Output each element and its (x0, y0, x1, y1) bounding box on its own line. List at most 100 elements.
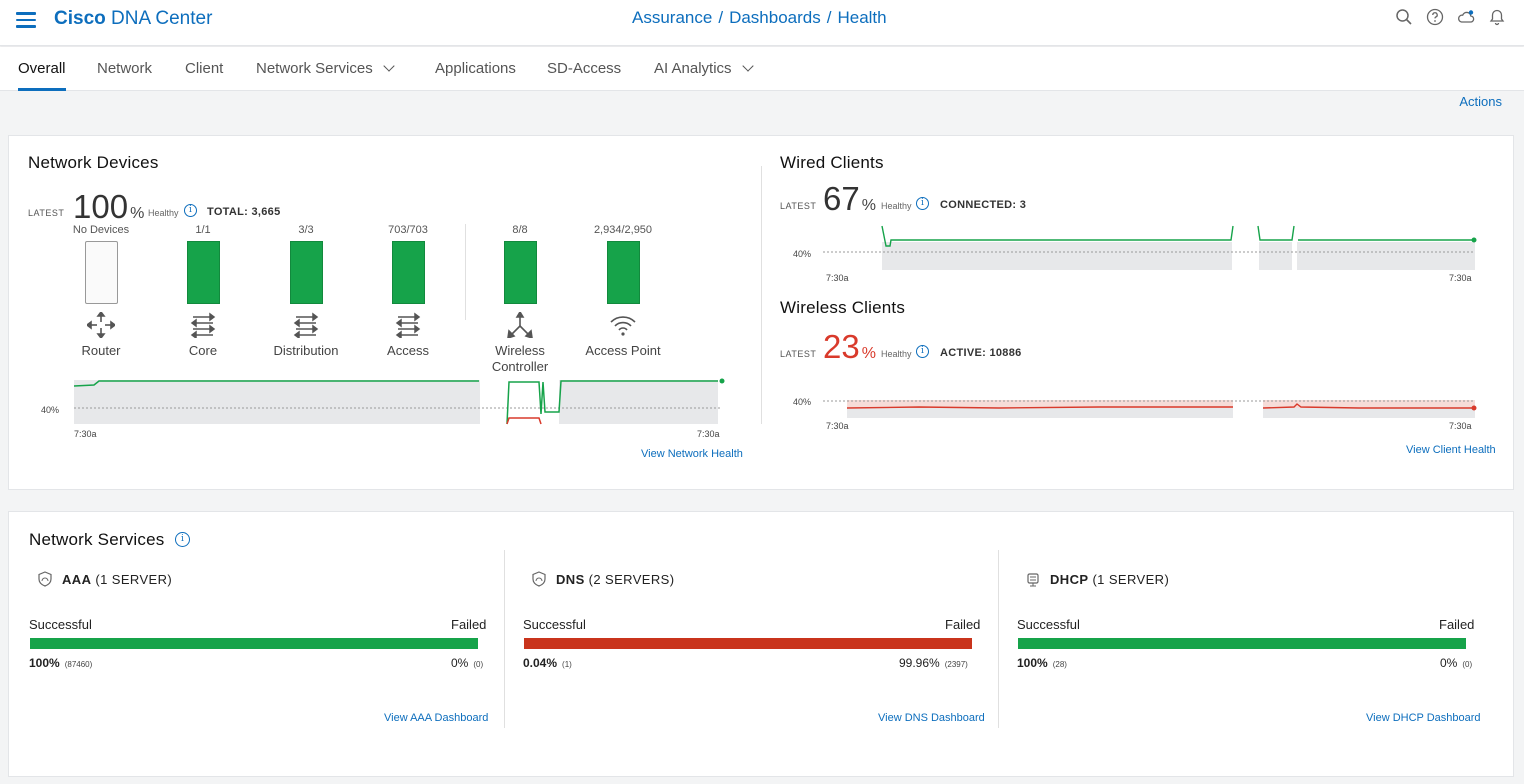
time-end-label: 7:30a (697, 429, 720, 439)
health-line (506, 380, 718, 425)
latest-label: LATEST (28, 208, 65, 218)
breadcrumb-assurance[interactable]: Assurance (632, 8, 713, 27)
app-brand[interactable]: Cisco DNA Center (54, 8, 213, 29)
trend-area (74, 380, 480, 424)
dns-service-title: DNS (2 SERVERS) (556, 572, 675, 587)
access-point-icon (610, 316, 636, 336)
latest-label: LATEST (780, 349, 817, 359)
dhcp-server-icon (1027, 573, 1039, 587)
latest-point (719, 378, 725, 384)
trend-area (882, 242, 1232, 270)
chevron-down-icon (741, 60, 754, 72)
healthy-label: Healthy (148, 208, 179, 218)
threshold-label: 40% (41, 405, 60, 415)
device-health-bar (289, 241, 323, 304)
device-distribution[interactable]: 3/3 Distribution (273, 224, 339, 358)
breadcrumb-dashboards[interactable]: Dashboards (729, 8, 821, 27)
core-switch-icon (190, 312, 216, 340)
tab-network[interactable]: Network (97, 60, 153, 77)
info-icon[interactable]: i (916, 197, 929, 210)
critical-line (506, 417, 542, 425)
tab-sd-access[interactable]: SD-Access (547, 60, 622, 77)
latest-point (1471, 405, 1477, 411)
device-router[interactable]: No Devices Router (72, 224, 130, 358)
wired-health-percent: 67% (823, 180, 876, 217)
tab-network-services[interactable]: Network Services (256, 60, 395, 91)
network-devices-total: TOTAL: 3,665 (207, 206, 281, 218)
shield-icon (38, 571, 52, 587)
network-health-percent: 100% (73, 188, 145, 225)
breadcrumb-health: Health (837, 8, 887, 27)
device-wireless-controller[interactable]: 8/8 Wireless Controller (491, 224, 549, 374)
dhcp-service-title: DHCP (1 SERVER) (1050, 572, 1170, 587)
successful-label: Successful (523, 617, 586, 632)
shield-icon (532, 571, 546, 587)
view-client-health-link[interactable]: View Client Health (1406, 444, 1496, 456)
device-health-bar (606, 241, 640, 304)
divider (761, 166, 762, 424)
failed-label: Failed (451, 617, 487, 632)
successful-label: Successful (29, 617, 92, 632)
wireless-active-count: ACTIVE: 10886 (940, 347, 1022, 359)
time-end-label: 7:30a (1449, 421, 1472, 431)
tab-bar: Overall Network Client Network Services … (0, 47, 1524, 91)
dns-failed-bar (524, 638, 972, 649)
dns-failed-value: 99.96% (2397) (899, 656, 968, 670)
aaa-success-bar (30, 638, 478, 649)
search-icon[interactable] (1395, 8, 1413, 26)
tab-overall[interactable]: Overall (18, 60, 66, 91)
view-dhcp-dashboard-link[interactable]: View DHCP Dashboard (1366, 712, 1481, 724)
divider (504, 550, 505, 728)
access-switch-icon (395, 312, 421, 340)
tab-client[interactable]: Client (185, 60, 224, 77)
network-services-title: Network Services (29, 530, 165, 549)
threshold-label: 40% (793, 397, 812, 407)
trend-area (559, 380, 718, 424)
threshold-label: 40% (793, 249, 812, 259)
device-access[interactable]: 703/703 Access (387, 224, 429, 358)
device-core[interactable]: 1/1 Core (153, 224, 253, 359)
wired-health-trend-chart[interactable] (799, 222, 1489, 274)
tab-ai-analytics[interactable]: AI Analytics (654, 60, 754, 91)
dhcp-success-bar (1018, 638, 1466, 649)
health-line (1262, 403, 1475, 409)
critical-band (847, 400, 1233, 408)
device-health-bar (84, 241, 118, 304)
breadcrumb: Assurance / Dashboards / Health (632, 8, 887, 27)
view-aaa-dashboard-link[interactable]: View AAA Dashboard (384, 712, 489, 724)
healthy-label: Healthy (881, 201, 912, 211)
device-access-point[interactable]: 2,934/2,950 Access Point (585, 224, 661, 358)
latest-point (1471, 237, 1477, 243)
info-icon[interactable]: i (175, 532, 190, 547)
tab-applications[interactable]: Applications (435, 60, 516, 77)
info-icon[interactable]: i (184, 204, 197, 217)
top-bar: Cisco DNA Center Assurance / Dashboards / He… (0, 0, 1524, 46)
wired-clients-title: Wired Clients (780, 153, 884, 172)
bell-icon[interactable] (1488, 8, 1506, 26)
distribution-switch-icon (293, 312, 319, 340)
health-line (1257, 225, 1295, 241)
menu-icon[interactable] (16, 12, 36, 28)
health-line (881, 225, 1234, 247)
aaa-failed-value: 0% (0) (451, 656, 484, 670)
time-start-label: 7:30a (826, 421, 849, 431)
aaa-service-title: AAA (1 SERVER) (62, 572, 173, 587)
help-icon[interactable] (1426, 8, 1444, 26)
view-dns-dashboard-link[interactable]: View DNS Dashboard (878, 712, 985, 724)
network-services-panel: Network Services i AAA (1 SERVER) Succes… (8, 511, 1514, 777)
health-panel: Network Devices LATEST 100% Healthy i TO… (8, 135, 1514, 490)
trend-area (1259, 242, 1292, 270)
critical-band (1263, 400, 1475, 408)
latest-label: LATEST (780, 201, 817, 211)
health-line (846, 406, 1233, 409)
view-network-health-link[interactable]: View Network Health (641, 448, 743, 460)
failed-label: Failed (1439, 617, 1475, 632)
actions-link[interactable]: Actions (1459, 94, 1502, 109)
wireless-controller-icon (507, 310, 533, 340)
network-health-trend-chart[interactable] (49, 374, 749, 430)
wireless-health-trend-chart[interactable] (799, 392, 1489, 422)
wireless-clients-title: Wireless Clients (780, 298, 906, 317)
aaa-success-value: 100% (87460) (29, 656, 93, 670)
info-icon[interactable]: i (916, 345, 929, 358)
cloud-icon[interactable] (1457, 8, 1475, 26)
